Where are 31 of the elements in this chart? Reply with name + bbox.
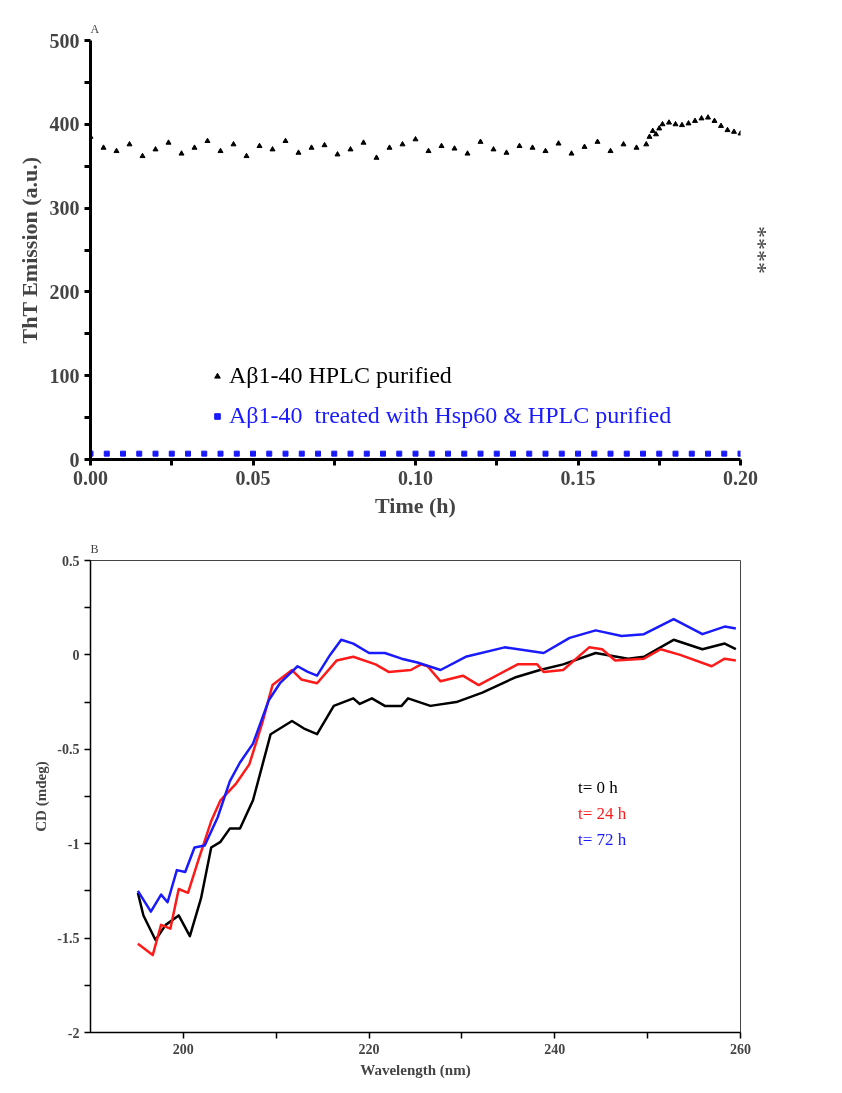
x-tick-label: 0.10 [398,466,433,489]
x-tick-label: 0.20 [723,466,758,489]
y-tick-label: 200 [49,280,80,303]
y-tick-label: 400 [49,113,80,136]
text: t= 0 h [578,777,619,797]
y-tick-label: -2 [67,1025,80,1041]
x-tick-label: 240 [544,1041,566,1057]
text: t= 24 h [578,803,627,823]
legend-label: Aβ1-40 HPLC purified [229,362,452,389]
x-tick-label: 200 [172,1041,194,1057]
x-axis-title: Wavelength (nm) [360,1061,471,1079]
chart-title: A [90,21,100,36]
x-tick-label: 220 [358,1041,380,1057]
y-tick-label: 0 [72,647,80,663]
y-axis-title: CD (mdeg) [33,761,51,832]
y-tick-label: 100 [49,364,80,387]
y-tick-label: 500 [49,29,80,52]
y-tick-label: -1.5 [57,931,80,947]
x-tick-label: 0.05 [235,466,271,489]
legend-label: Aβ1-40 treated with Hsp60 & HPLC purified [229,402,672,429]
y-tick-label: 300 [49,197,80,220]
y-tick-label: -0.5 [57,742,80,758]
text: **** [745,226,772,274]
x-tick-label: 260 [730,1041,751,1057]
y-tick-label: 0.5 [62,553,80,569]
x-axis-title: Time (h) [375,492,456,518]
text: t= 72 h [578,829,627,849]
y-axis-title: ThT Emission (a.u.) [16,156,42,344]
y-tick-label: -1 [67,836,80,852]
x-tick-label: 0.15 [560,466,596,489]
chart-title: B [90,541,99,556]
